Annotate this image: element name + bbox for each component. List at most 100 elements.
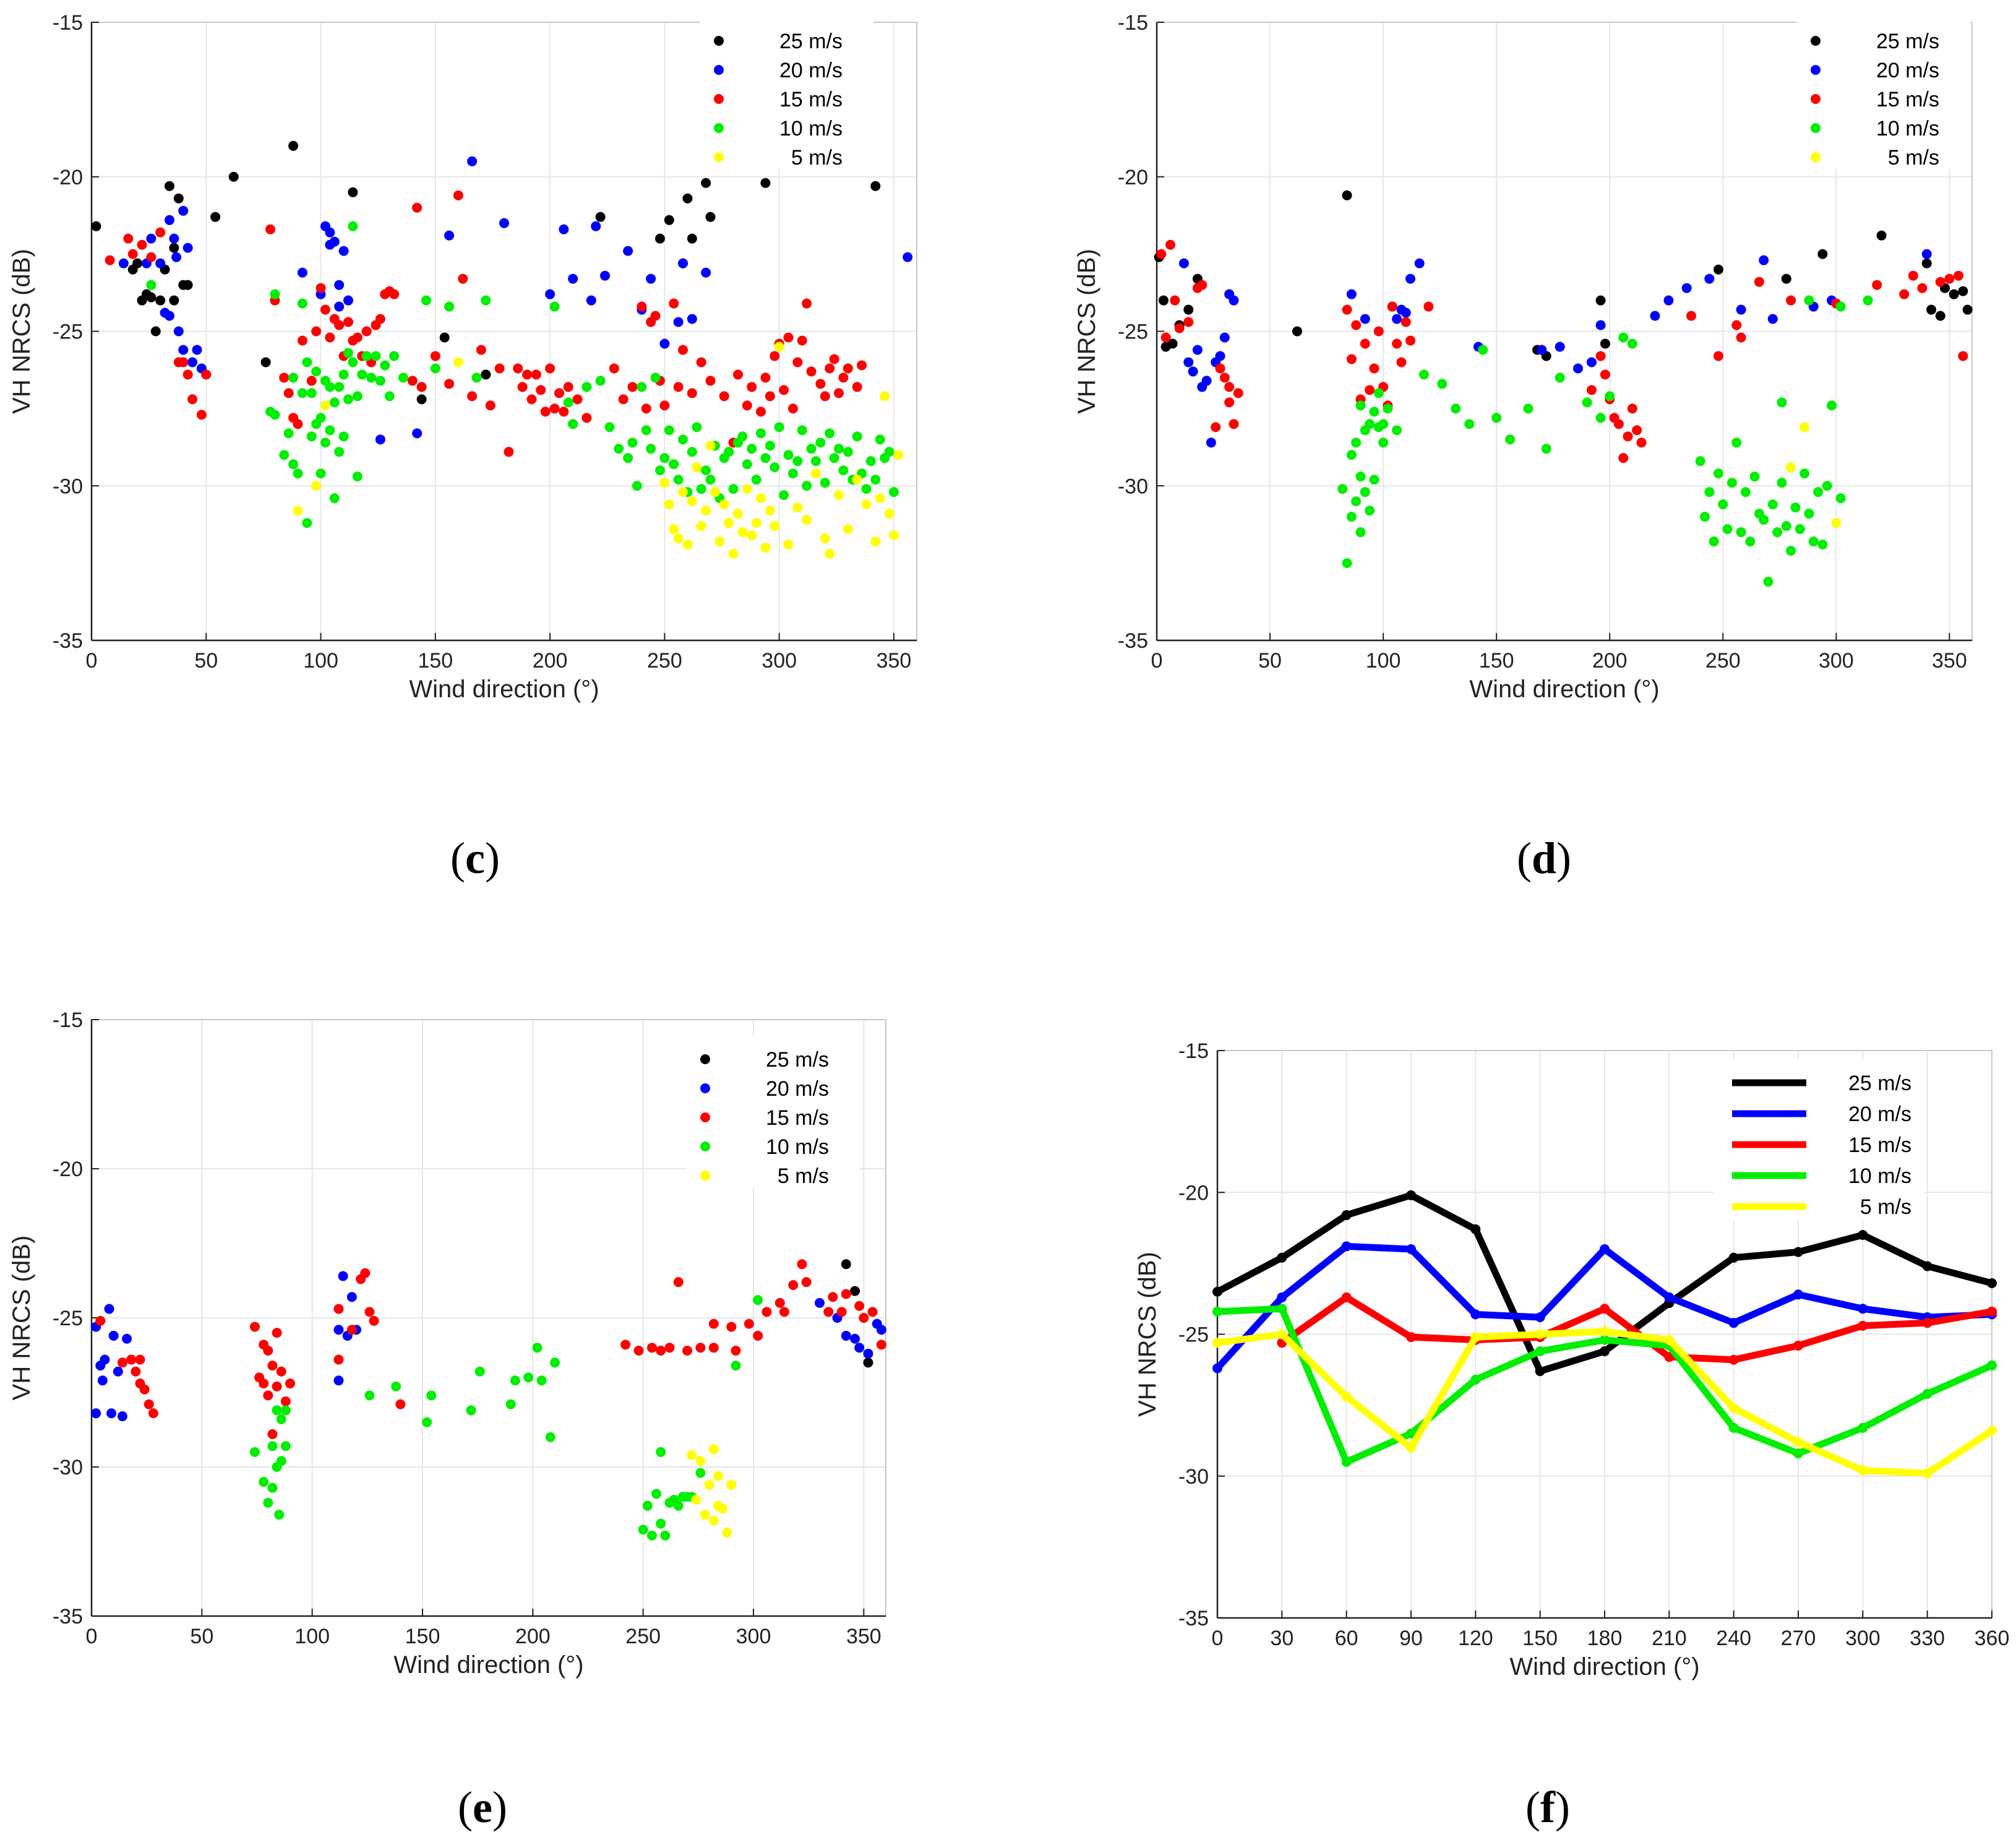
legend-label: 20 m/s: [1848, 1103, 1911, 1126]
x-tick-label: 120: [1458, 1627, 1493, 1650]
data-point: [1958, 351, 1968, 361]
data-point: [1922, 1261, 1932, 1271]
x-tick-label: 100: [303, 649, 338, 673]
y-tick-label: -25: [53, 320, 83, 344]
series-group: [1154, 190, 1973, 587]
data-point: [1392, 314, 1402, 324]
data-point: [1212, 1363, 1222, 1374]
data-point: [343, 317, 354, 327]
data-point: [884, 509, 894, 519]
data-point: [1922, 1388, 1932, 1399]
data-point: [656, 1447, 666, 1457]
data-point: [1158, 295, 1169, 306]
data-point: [646, 1530, 657, 1541]
data-point: [510, 1375, 520, 1386]
data-point: [148, 1408, 158, 1419]
data-point: [117, 1357, 127, 1368]
data-point: [1777, 397, 1787, 408]
data-point: [581, 382, 592, 392]
data-point: [1387, 301, 1397, 312]
data-point: [1600, 369, 1610, 380]
data-point: [164, 215, 174, 225]
data-point: [144, 1399, 154, 1409]
data-point: [1192, 345, 1203, 355]
data-point: [829, 354, 839, 364]
x-axis-label: Wind direction (°): [1509, 1653, 1699, 1680]
x-tick-label: 50: [1258, 649, 1282, 673]
data-point: [395, 1399, 406, 1409]
data-point: [384, 391, 395, 402]
data-point: [338, 369, 349, 380]
data-point: [122, 1333, 132, 1344]
data-point: [1414, 258, 1425, 269]
data-point: [1935, 277, 1945, 287]
data-point: [346, 1292, 357, 1302]
data-point: [563, 382, 573, 392]
data-point: [586, 295, 596, 306]
data-point: [135, 1354, 145, 1365]
data-point: [334, 382, 345, 392]
data-point: [1229, 295, 1239, 306]
data-point: [523, 1372, 534, 1383]
label-close: ): [1555, 1783, 1570, 1832]
data-point: [352, 471, 362, 482]
data-point: [325, 227, 335, 238]
data-point: [903, 252, 913, 262]
data-point: [737, 431, 748, 442]
data-point: [692, 422, 702, 432]
data-point: [113, 1366, 123, 1377]
data-point: [620, 1340, 631, 1350]
data-point: [687, 447, 697, 457]
data-point: [651, 1489, 662, 1499]
legend-swatch: [1811, 65, 1821, 75]
data-point: [315, 283, 326, 293]
data-point: [315, 413, 326, 423]
data-point: [320, 437, 330, 448]
label-close: ): [1556, 833, 1572, 883]
data-point: [765, 441, 775, 451]
data-point: [825, 428, 835, 439]
data-point: [283, 428, 294, 439]
y-tick-label: -20: [53, 1158, 83, 1181]
data-point: [779, 1307, 789, 1317]
data-point: [320, 304, 330, 315]
data-point: [660, 1530, 671, 1541]
data-point: [348, 221, 358, 231]
data-point: [756, 406, 766, 417]
data-point: [1365, 419, 1375, 429]
data-point: [1899, 289, 1910, 299]
data-point: [1206, 437, 1216, 448]
data-point: [201, 369, 212, 380]
data-point: [187, 357, 198, 368]
x-tick-label: 350: [846, 1625, 881, 1648]
data-point: [756, 493, 766, 504]
data-point: [726, 1322, 737, 1332]
label-close: ): [492, 1783, 507, 1832]
data-point: [673, 382, 684, 392]
data-point: [1987, 1360, 1997, 1370]
data-point: [1767, 314, 1778, 324]
data-point: [656, 1518, 666, 1529]
data-point: [182, 243, 193, 253]
data-point: [439, 332, 450, 343]
data-point: [485, 400, 495, 411]
data-point: [352, 391, 362, 402]
data-point: [361, 326, 372, 337]
y-tick-label: -15: [53, 11, 83, 35]
data-point: [595, 212, 606, 222]
data-point: [787, 403, 798, 414]
data-point: [366, 372, 377, 383]
data-point: [591, 221, 601, 231]
data-point: [888, 530, 899, 541]
data-point: [1419, 369, 1430, 380]
data-point: [132, 258, 143, 269]
data-point: [627, 437, 638, 448]
data-point: [320, 400, 330, 411]
data-point: [726, 1479, 737, 1490]
x-tick-label: 180: [1587, 1627, 1623, 1650]
data-point: [747, 444, 757, 454]
chart-f: 0 30 60 90 120 150 180 210 240 270 300 330 360 -35 -30…: [1134, 1039, 2009, 1680]
data-point: [1781, 521, 1791, 531]
legend: 25 m/s 20 m/s 15 m/s 10 m/s 5 m/s: [700, 17, 873, 170]
data-point: [701, 178, 711, 188]
